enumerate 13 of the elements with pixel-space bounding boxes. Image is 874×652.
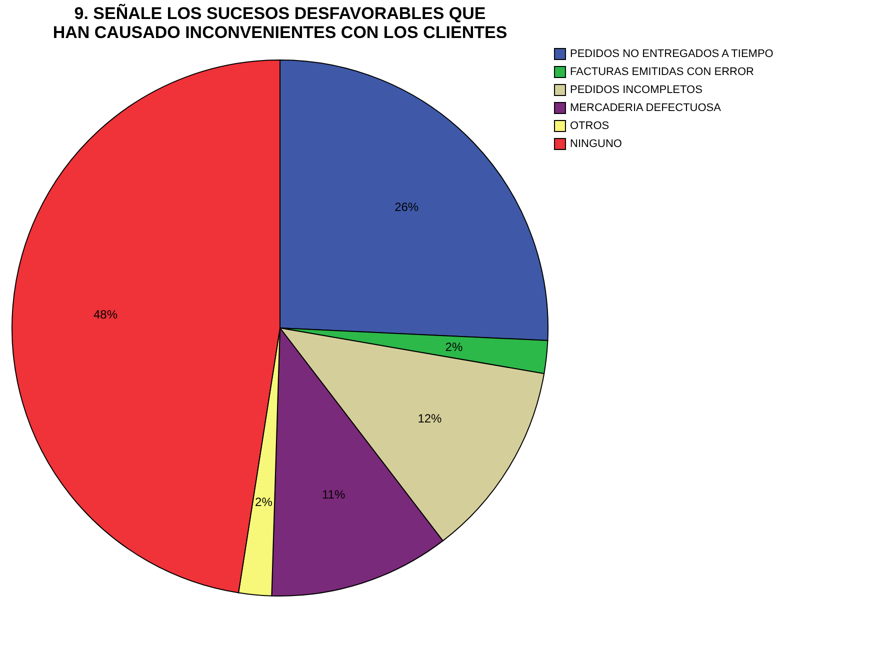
- data-label: 2%: [445, 340, 463, 354]
- data-label: 11%: [322, 488, 346, 502]
- data-label: 26%: [394, 200, 419, 214]
- legend-label: MERCADERIA DEFECTUOSA: [570, 102, 722, 114]
- data-label: 12%: [418, 412, 442, 426]
- data-label: 2%: [255, 495, 273, 510]
- legend-label: NINGUNO: [570, 138, 622, 150]
- legend-label: PEDIDOS INCOMPLETOS: [570, 84, 702, 96]
- legend-label: OTROS: [570, 120, 610, 132]
- data-label: 48%: [94, 307, 118, 322]
- legend-label: FACTURAS EMITIDAS CON ERROR: [570, 66, 754, 78]
- chart-title: 9. SEÑALE LOS SUCESOS DESFAVORABLES QUE HAN CAUSADO INCONVENIENTES CON LOS CLIENTES: [52, 3, 508, 42]
- legend-label: PEDIDOS NO ENTREGADOS A TIEMPO: [570, 48, 774, 60]
